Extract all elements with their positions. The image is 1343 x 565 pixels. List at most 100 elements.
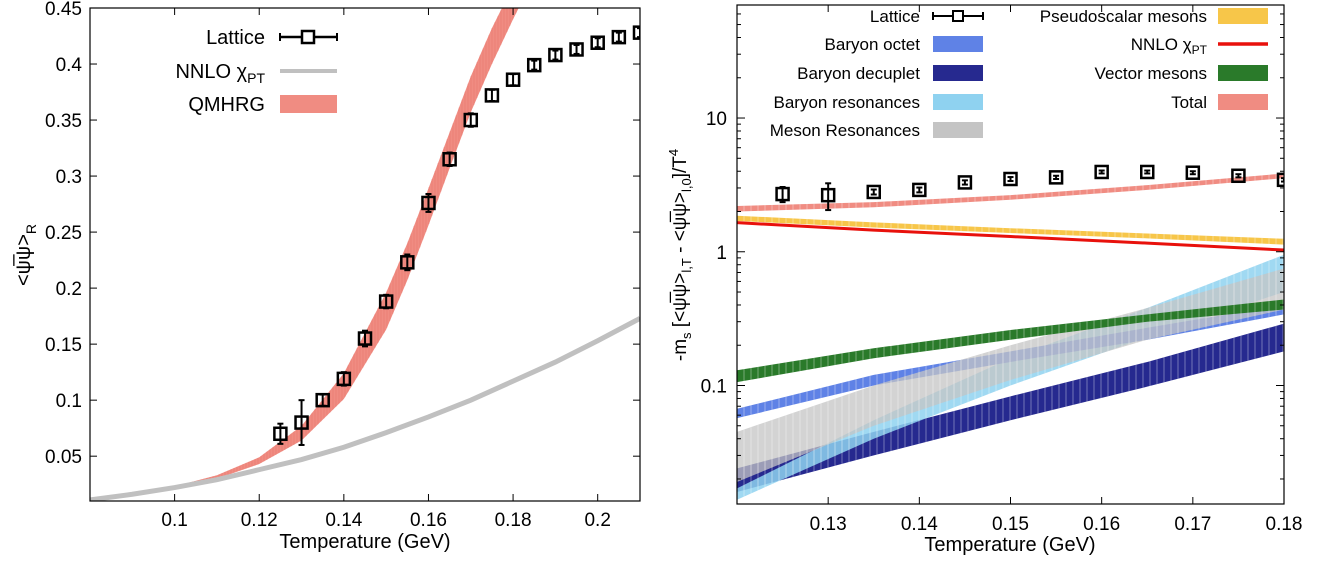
left-x-axis: 0.1 0.12 0.14 0.16 0.18 0.2 [161, 8, 611, 531]
x-tick-label: 0.18 [495, 510, 532, 531]
x-tick-label: 0.16 [1083, 514, 1120, 535]
legend-label: Lattice [870, 7, 920, 26]
x-tick-label: 0.14 [325, 510, 362, 531]
legend-label: Baryon octet [825, 35, 921, 54]
right-chart: 0.13 0.14 0.15 0.16 0.17 0.18 0.1 1 10 Temperat… [666, 4, 1303, 556]
y-tick-label: 1 [716, 243, 727, 264]
lattice-point [912, 182, 927, 198]
left-x-axis-label: Temperature (GeV) [279, 531, 450, 553]
right-plot-area [737, 164, 1284, 500]
lattice-point [590, 35, 605, 50]
x-tick-label: 0.2 [584, 510, 610, 531]
legend-lattice-marker [952, 10, 964, 22]
x-tick-label: 0.17 [1174, 514, 1211, 535]
y-tick-label: 0.05 [45, 447, 82, 468]
lattice-point [1231, 168, 1246, 184]
lattice-point [1140, 164, 1155, 180]
vec-band [737, 299, 1284, 383]
y-tick-label: 0.2 [56, 279, 82, 300]
ps-band [737, 215, 1284, 245]
left-plot-area [90, 8, 640, 501]
lattice-point [505, 72, 521, 87]
lattice-point [569, 42, 584, 57]
x-tick-label: 0.18 [1266, 514, 1303, 535]
nnlo-chipt-line [737, 221, 1284, 252]
total-band [737, 173, 1284, 212]
legend-octet-swatch [933, 36, 983, 52]
x-tick-label: 0.14 [901, 514, 938, 535]
lattice-point [1094, 164, 1109, 180]
legend-label: Total [1171, 93, 1207, 112]
legend-label: Lattice [206, 27, 265, 49]
lattice-point [957, 175, 973, 190]
lattice-point [357, 331, 373, 346]
y-tick-label: 0.1 [56, 391, 82, 412]
legend-bres-swatch [933, 94, 983, 110]
legend-ps-swatch [1218, 8, 1268, 24]
x-tick-label: 0.15 [992, 514, 1029, 535]
legend-total-swatch [1218, 94, 1268, 110]
lattice-point [820, 187, 836, 203]
lattice-point [463, 112, 479, 128]
right-y-axis: 0.1 1 10 [701, 4, 1284, 480]
lattice-point [378, 294, 394, 309]
legend-label: Vector mesons [1095, 64, 1207, 83]
legend-mres-swatch [933, 122, 983, 138]
lattice-point [1185, 165, 1201, 180]
left-y-axis: 0.05 0.1 0.15 0.2 0.25 0.3 0.35 0.4 0.45 [45, 0, 640, 468]
y-tick-label: 0.15 [45, 335, 82, 356]
left-legend: Lattice NNLO χPT QMHRG [175, 27, 338, 116]
left-y-axis-label: <ψ̅ψ>R [12, 224, 39, 286]
y-tick-label: 0.45 [45, 0, 82, 20]
right-x-axis: 0.13 0.14 0.15 0.16 0.17 0.18 [810, 5, 1303, 535]
legend-label: NNLO χPT [1131, 35, 1208, 57]
lattice-point [866, 184, 881, 200]
x-tick-label: 0.12 [241, 510, 278, 531]
legend-label: Meson Resonances [770, 121, 920, 140]
decuplet-band [737, 323, 1284, 492]
y-tick-label: 0.1 [701, 376, 727, 397]
lattice-point [632, 25, 640, 40]
legend-vec-swatch [1218, 65, 1268, 81]
lattice-point [442, 152, 457, 167]
lattice-point [611, 29, 627, 45]
lattice-point [1276, 172, 1284, 188]
legend-lattice-marker [300, 29, 316, 45]
lattice-point [273, 426, 288, 442]
right-y-axis-label: -ms [<ψ̅ψ>l,T - <ψ̅ψ>l,0]/T4 [666, 149, 694, 361]
legend-qmhrg-swatch [280, 95, 337, 113]
left-chart: 0.1 0.12 0.14 0.16 0.18 0.2 0.05 0.1 0.15 0.2 0.2… [12, 0, 641, 553]
lattice-point [1048, 170, 1064, 185]
lattice-point [400, 255, 415, 270]
nnlo-chipt-line [90, 316, 640, 501]
mres-band [737, 268, 1284, 482]
legend-label: NNLO χPT [175, 61, 265, 86]
y-tick-label: 0.4 [56, 55, 83, 76]
left-plot-frame [89, 7, 641, 502]
y-tick-label: 0.25 [45, 223, 82, 244]
y-tick-label: 0.35 [45, 111, 82, 132]
x-tick-label: 0.1 [161, 510, 187, 531]
lattice-point [526, 57, 542, 73]
y-tick-label: 0.3 [56, 167, 82, 188]
lattice-point [315, 392, 330, 408]
right-x-axis-label: Temperature (GeV) [924, 534, 1095, 556]
lattice-point [1003, 171, 1018, 187]
legend-label: Baryon decuplet [797, 64, 920, 83]
legend-label: QMHRG [188, 94, 265, 116]
lattice-point [336, 371, 352, 387]
lattice-point [294, 415, 309, 430]
legend-label: Pseudoscalar mesons [1040, 7, 1207, 26]
legend-decuplet-swatch [933, 65, 983, 81]
qmhrg-band [90, 8, 519, 501]
x-tick-label: 0.16 [410, 510, 447, 531]
lattice-point [775, 186, 790, 202]
legend-label: Baryon resonances [774, 93, 920, 112]
lattice-point [484, 88, 500, 103]
right-legend: Lattice Baryon octet Baryon decuplet Baryon… [770, 7, 1268, 140]
lattice-point [421, 195, 436, 211]
x-tick-label: 0.13 [810, 514, 847, 535]
y-tick-label: 10 [706, 109, 727, 130]
lattice-point [548, 47, 563, 63]
